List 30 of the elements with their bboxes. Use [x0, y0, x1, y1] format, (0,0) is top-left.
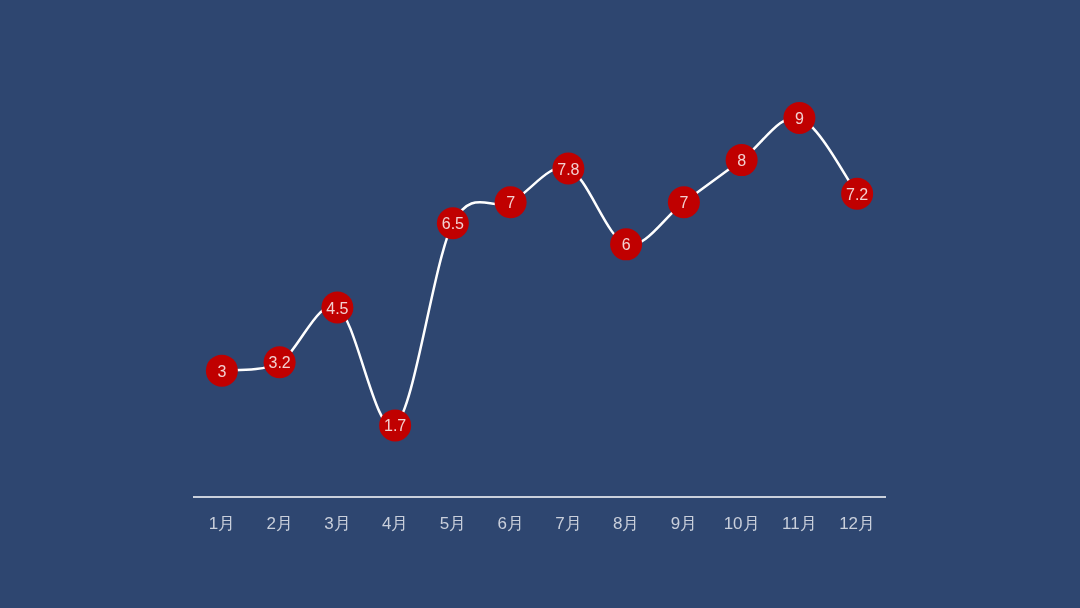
data-label: 7 [679, 194, 689, 212]
data-label: 7 [506, 194, 516, 212]
x-tick-label: 7月 [555, 514, 582, 533]
x-tick-label: 2月 [266, 514, 293, 533]
x-tick-label: 1月 [208, 514, 236, 533]
point [725, 144, 758, 177]
data-label: 1.7 [384, 417, 407, 435]
point [667, 186, 700, 219]
point [205, 354, 238, 387]
x-tick-label: 9月 [670, 514, 698, 533]
x-tick-label: 10月 [723, 514, 760, 533]
data-label: 7.8 [557, 160, 580, 178]
x-tick-label: 3月 [324, 514, 351, 533]
data-label: 6.5 [441, 215, 465, 233]
data-label: 7.2 [846, 185, 869, 203]
point [783, 102, 816, 134]
x-tick-label: 6月 [497, 514, 524, 533]
data-label: 3.2 [268, 354, 291, 372]
point [610, 228, 643, 261]
x-tick-label: 11月 [782, 514, 817, 533]
x-tick-label: 4月 [381, 514, 409, 533]
x-tick-label: 12月 [839, 514, 876, 533]
data-label: 3 [217, 362, 227, 380]
data-label: 9 [794, 110, 804, 127]
x-tick-label: 8月 [612, 514, 640, 533]
data-label: 6 [621, 236, 631, 254]
data-label: 4.5 [326, 299, 349, 317]
x-tick-label: 5月 [439, 514, 467, 533]
data-label: 8 [737, 152, 747, 170]
point [494, 186, 527, 219]
